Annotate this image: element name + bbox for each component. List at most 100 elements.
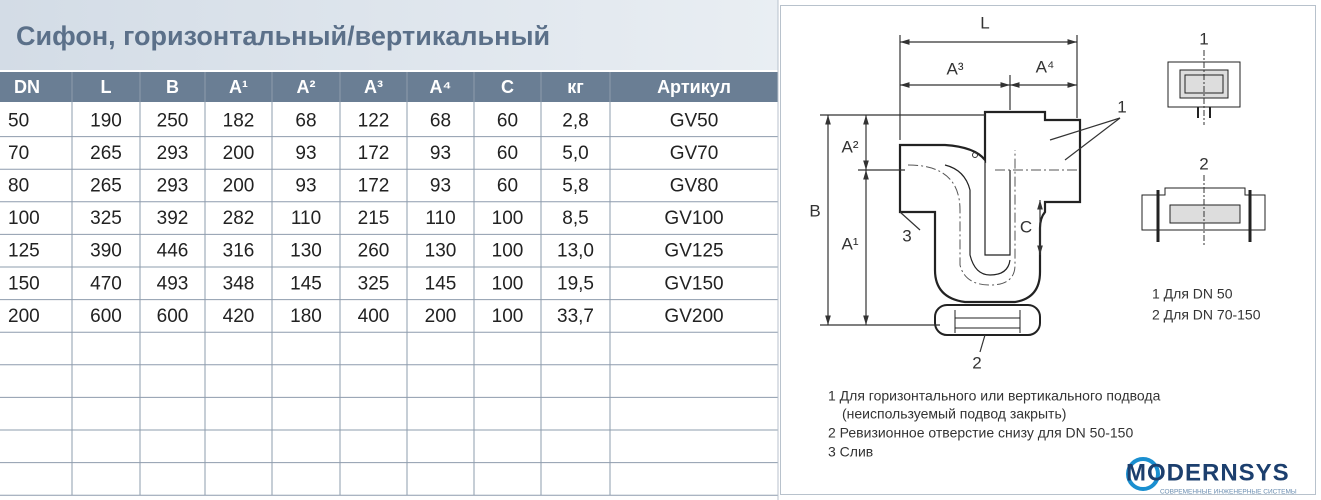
title-bg [0, 0, 778, 70]
table-cell: 100 [492, 306, 524, 327]
table-cell: 325 [90, 208, 122, 229]
table-cell: 70 [8, 143, 29, 164]
table-cell: 293 [157, 176, 189, 197]
column-header: A³ [364, 77, 383, 97]
table-cell: 172 [358, 143, 390, 164]
table-cell: 100 [492, 208, 524, 229]
table-cell: 50 [8, 110, 29, 131]
header-bg [0, 72, 778, 102]
table-cell: 100 [492, 273, 524, 294]
table-cell: 60 [497, 143, 518, 164]
table-cell: GV125 [664, 241, 723, 262]
table-cell: 446 [157, 241, 189, 262]
table-cell: 68 [295, 110, 316, 131]
table-cell: 600 [157, 306, 189, 327]
table-cell: 250 [157, 110, 189, 131]
diagram-frame [780, 5, 1316, 495]
callout: 3 [902, 226, 911, 245]
column-header: DN [14, 77, 40, 97]
logo-mark [1126, 457, 1160, 491]
table-cell: 190 [90, 110, 122, 131]
table-cell: 93 [430, 176, 451, 197]
table-cell: 125 [8, 241, 40, 262]
table-cell: 100 [8, 208, 40, 229]
table-cell: 80 [8, 176, 29, 197]
table-cell: 260 [358, 241, 390, 262]
table-cell: 145 [290, 273, 322, 294]
table-cell: 172 [358, 176, 390, 197]
note: 1 Для горизонтального или вертикального … [828, 388, 1161, 404]
table-cell: 8,5 [562, 208, 588, 229]
table-cell: 60 [497, 176, 518, 197]
table-cell: GV150 [664, 273, 723, 294]
table-cell: GV80 [670, 176, 719, 197]
column-header: L [101, 77, 112, 97]
dim-label: B [809, 201, 820, 220]
logo-tagline: СОВРЕМЕННЫЕ ИНЖЕНЕРНЫЕ СИСТЕМЫ [1160, 489, 1297, 496]
table-cell: 470 [90, 273, 122, 294]
callout: 1 [1117, 97, 1126, 116]
table-cell: 60 [497, 110, 518, 131]
table-cell: 19,5 [557, 273, 594, 294]
siphon-drawing [820, 35, 1266, 353]
table-cell: 420 [223, 306, 255, 327]
table-cell: 145 [425, 273, 457, 294]
dim-label: A⁴ [1036, 57, 1055, 76]
table-cell: 100 [492, 241, 524, 262]
dim-label: A² [842, 137, 859, 156]
table-cell: 282 [223, 208, 255, 229]
legend-item: 1 Для DN 50 [1152, 286, 1233, 302]
dim-label: A¹ [842, 234, 859, 253]
column-header: C [501, 77, 514, 97]
table-cell: GV50 [670, 110, 719, 131]
table-cell: 182 [223, 110, 255, 131]
table-cell: 150 [8, 273, 40, 294]
table-cell: 215 [358, 208, 390, 229]
legend-item: 2 Для DN 70-150 [1152, 307, 1261, 323]
table-cell: GV70 [670, 143, 719, 164]
table-cell: 316 [223, 241, 255, 262]
table-cell: 200 [425, 306, 457, 327]
table-cell: 390 [90, 241, 122, 262]
title: Сифон, горизонтальный/вертикальный [16, 21, 550, 51]
detail-label: 2 [1199, 154, 1208, 173]
table-cell: 93 [295, 143, 316, 164]
callout: 2 [972, 353, 981, 372]
dim-label: C [1020, 217, 1032, 236]
dim-label: A³ [947, 59, 964, 78]
table-cell: 200 [223, 176, 255, 197]
detail-label: 1 [1199, 29, 1208, 48]
table-cell: 33,7 [557, 306, 594, 327]
column-header: кг [567, 77, 584, 97]
table-cell: 110 [425, 208, 455, 229]
table-cell: 180 [290, 306, 322, 327]
table-cell: 400 [358, 306, 390, 327]
table-cell: 348 [223, 273, 255, 294]
table-cell: 110 [291, 208, 321, 229]
table-cell: 93 [295, 176, 316, 197]
note: (неиспользуемый подвод закрыть) [842, 406, 1066, 422]
column-header: A² [297, 77, 316, 97]
table-cell: 325 [358, 273, 390, 294]
note: 3 Слив [828, 444, 873, 460]
table-cell: 130 [425, 241, 457, 262]
table-cell: 600 [90, 306, 122, 327]
table-cell: 93 [430, 143, 451, 164]
table-cell: 265 [90, 176, 122, 197]
table-cell: 5,8 [562, 176, 588, 197]
note: 2 Ревизионное отверстие снизу для DN 50-… [828, 425, 1133, 441]
table-cell: 293 [157, 143, 189, 164]
column-header: A¹ [229, 77, 248, 97]
table-cell: 122 [358, 110, 390, 131]
logo: MODERNSYS [1126, 459, 1290, 486]
table-cell: 5,0 [562, 143, 588, 164]
table-cell: 200 [8, 306, 40, 327]
column-header: B [166, 77, 179, 97]
dim-label: L [980, 13, 989, 32]
table-cell: 13,0 [557, 241, 594, 262]
table-cell: 2,8 [562, 110, 588, 131]
column-header: Артикул [657, 77, 731, 97]
table-cell: GV100 [664, 208, 723, 229]
column-header: A⁴ [430, 77, 452, 97]
